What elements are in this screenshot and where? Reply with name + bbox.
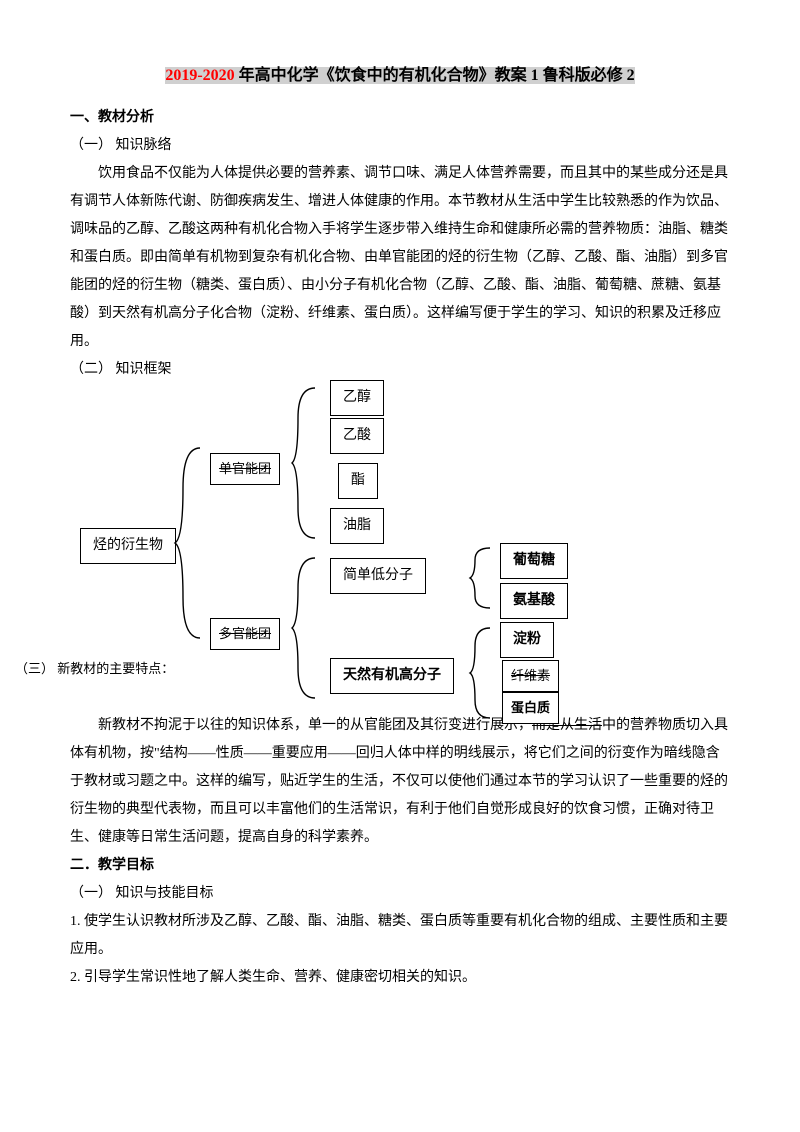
node-mid1: 单官能团: [210, 453, 280, 485]
node-leaf3: 酯: [338, 463, 378, 499]
section1-sub2: （二） 知识框架: [70, 356, 730, 384]
section2-item2: 2. 引导学生常识性地了解人类生命、营养、健康密切相关的知识。: [70, 964, 730, 992]
node-right4: 纤维素: [502, 660, 559, 692]
node-right5: 蛋白质: [502, 692, 559, 724]
brace-leaf6: [470, 628, 494, 718]
section1-para1: 饮用食品不仅能为人体提供必要的营养素、调节口味、满足人体营养需要，而且其中的某些…: [70, 160, 730, 356]
node-root: 烃的衍生物: [80, 528, 176, 564]
brace-root: [175, 448, 205, 638]
node-leaf2: 乙酸: [330, 418, 384, 454]
section1-heading: 一、教材分析: [70, 104, 730, 132]
node-leaf6: 天然有机高分子: [330, 658, 454, 694]
node-leaf5: 简单低分子: [330, 558, 426, 594]
knowledge-diagram: 烃的衍生物 单官能团 多官能团 乙醇 乙酸 酯 油脂 简单低分子 天然有机高分子…: [70, 388, 730, 708]
node-right1: 葡萄糖: [500, 543, 568, 579]
p3a: 新教材不拘泥于以往的知识体系，单一的从官能团及其衍变进行展示，: [98, 718, 532, 733]
node-mid2: 多官能团: [210, 618, 280, 650]
section2-heading: 二．教学目标: [70, 852, 730, 880]
node-leaf1: 乙醇: [330, 380, 384, 416]
section2-sub1: （一） 知识与技能目标: [70, 880, 730, 908]
brace-mid1: [292, 388, 320, 538]
node-right2: 氨基酸: [500, 583, 568, 619]
section1-sub1: （一） 知识脉络: [70, 132, 730, 160]
title-year: 2019-2020: [165, 67, 234, 84]
brace-leaf5: [470, 548, 494, 608]
title-rest: 年高中化学《饮食中的有机化合物》教案 1 鲁科版必修 2: [235, 67, 635, 84]
section1-para3: 新教材不拘泥于以往的知识体系，单一的从官能团及其衍变进行展示，而是从生活中的营养…: [70, 712, 730, 852]
brace-mid2: [292, 558, 320, 698]
section1-sub3: （三） 新教材的主要特点：: [15, 656, 174, 682]
section2-item1: 1. 使学生认识教材所涉及乙醇、乙酸、酯、油脂、糖类、蛋白质等重要有机化合物的组…: [70, 908, 730, 964]
node-leaf4: 油脂: [330, 508, 384, 544]
node-right3: 淀粉: [500, 622, 554, 658]
